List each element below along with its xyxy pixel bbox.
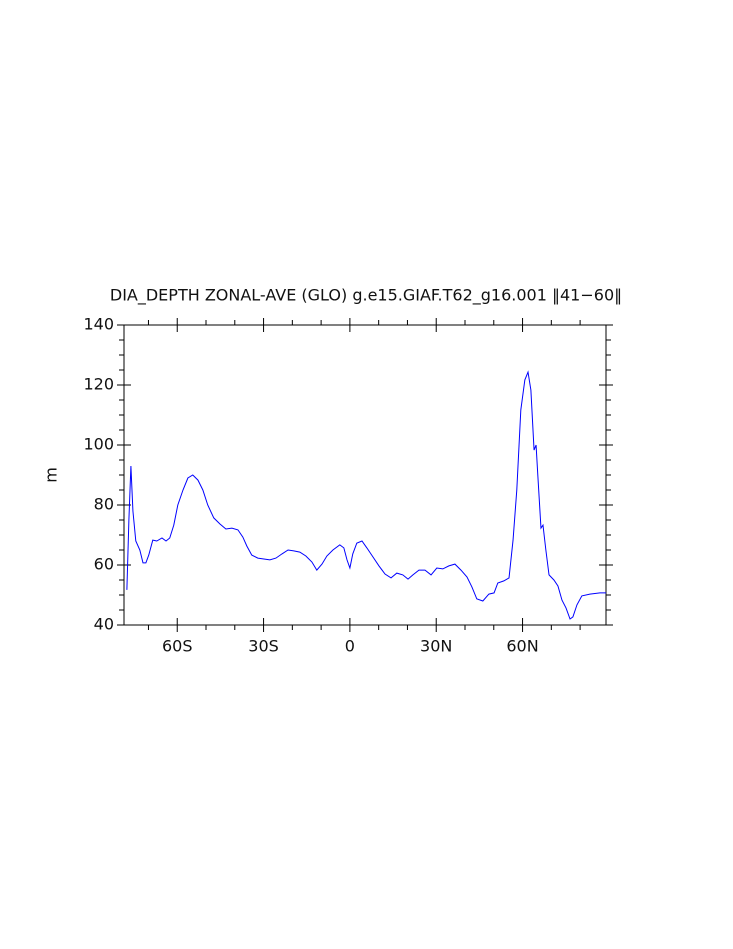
data-line [126,370,606,620]
y-tick-label: 100 [83,435,114,454]
x-tick-label: 0 [345,637,355,656]
y-tick-label: 140 [83,315,114,334]
y-tick-label: 60 [94,555,114,574]
y-tick-label: 120 [83,375,114,394]
x-tick-label: 60S [162,637,193,656]
x-tick-label: 30N [420,637,452,656]
y-tick-label: 80 [94,495,114,514]
chart-title: DIA_DEPTH ZONAL-AVE (GLO) g.e15.GIAF.T62… [110,286,622,306]
x-tick-label: 60N [506,637,538,656]
x-tick-label: 30S [248,637,279,656]
y-axis-label: m [42,467,61,483]
y-tick-label: 40 [94,615,114,634]
plot-frame [123,324,607,626]
